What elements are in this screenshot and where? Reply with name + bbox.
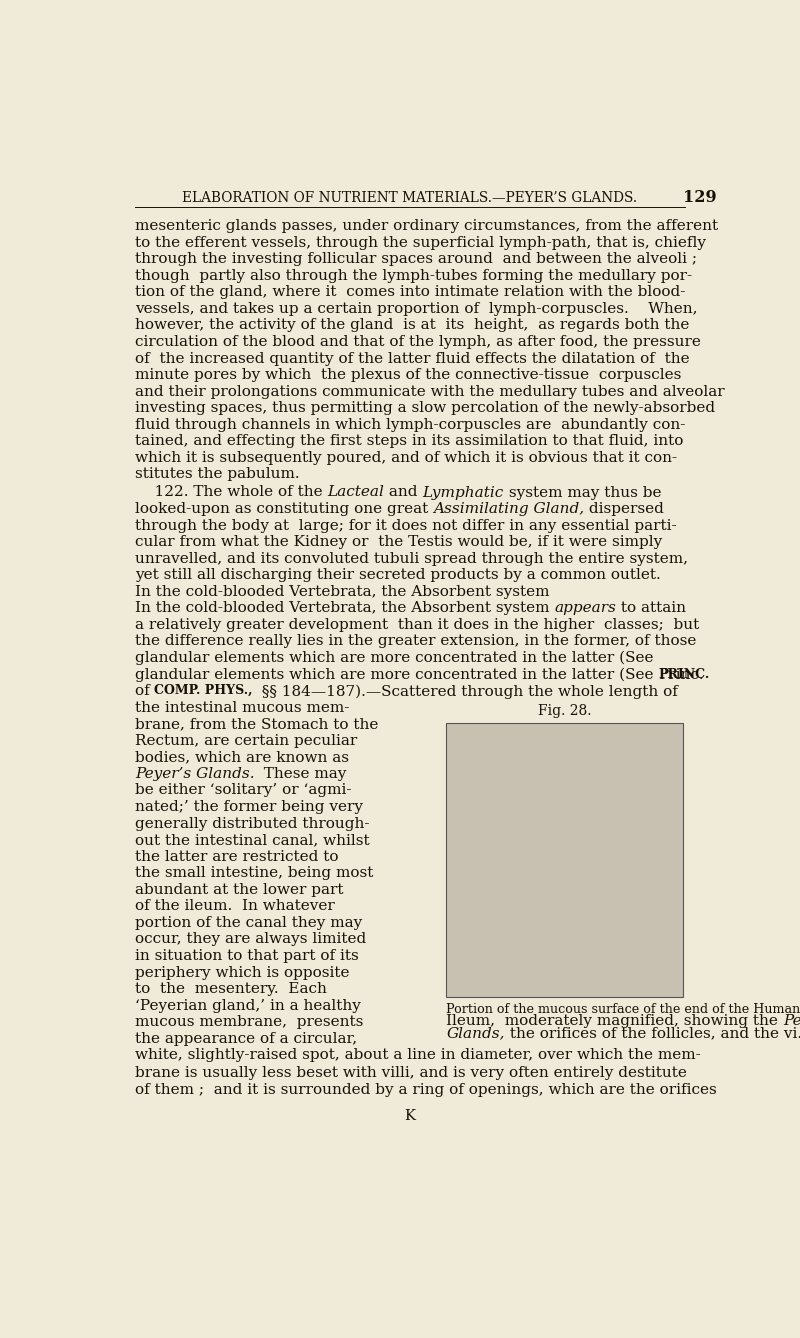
Text: and: and xyxy=(384,486,422,499)
Text: minute pores by which  the plexus of the connective-tissue  corpuscles: minute pores by which the plexus of the … xyxy=(135,368,682,383)
Text: Peyerian: Peyerian xyxy=(783,1014,800,1029)
Text: of  the increased quantity of the latter fluid effects the dilatation of  the: of the increased quantity of the latter … xyxy=(135,352,690,365)
Text: out the intestinal canal, whilst: out the intestinal canal, whilst xyxy=(135,834,370,847)
Text: generally distributed through-: generally distributed through- xyxy=(135,816,370,831)
Text: COMP. PHYS.,: COMP. PHYS., xyxy=(154,684,253,697)
Text: Lymphatic: Lymphatic xyxy=(422,486,504,499)
Text: be either ‘solitary’ or ‘agmi-: be either ‘solitary’ or ‘agmi- xyxy=(135,784,351,797)
Text: brane, from the Stomach to the: brane, from the Stomach to the xyxy=(135,717,378,732)
Text: bodies, which are known as: bodies, which are known as xyxy=(135,751,349,764)
Text: ELABORATION OF NUTRIENT MATERIALS.—PEYER’S GLANDS.: ELABORATION OF NUTRIENT MATERIALS.—PEYER… xyxy=(182,190,638,205)
Text: dispersed: dispersed xyxy=(584,502,664,516)
Text: Glands,: Glands, xyxy=(446,1026,505,1040)
Text: In the cold-blooded Vertebrata, the Absorbent system: In the cold-blooded Vertebrata, the Abso… xyxy=(135,585,554,599)
Text: occur, they are always limited: occur, they are always limited xyxy=(135,933,366,946)
Text: Peyer’s Glands.: Peyer’s Glands. xyxy=(135,767,254,781)
Text: §§ 184—187).—Scattered through the whole length of: §§ 184—187).—Scattered through the whole… xyxy=(258,684,678,698)
Text: Lacteal: Lacteal xyxy=(327,486,384,499)
Text: though  partly also through the lymph-tubes forming the medullary por-: though partly also through the lymph-tub… xyxy=(135,269,692,282)
Text: white, slightly-raised spot, about a line in diameter, over which the mem-: white, slightly-raised spot, about a lin… xyxy=(135,1049,701,1062)
Text: appears: appears xyxy=(554,601,616,615)
Text: K: K xyxy=(405,1109,415,1123)
Text: to attain: to attain xyxy=(616,601,686,615)
Text: in situation to that part of its: in situation to that part of its xyxy=(135,949,358,963)
Text: Fig. 28.: Fig. 28. xyxy=(538,704,591,717)
Text: through the body at  large; for it does not differ in any essential parti-: through the body at large; for it does n… xyxy=(135,519,677,533)
Text: Portion of the mucous surface of the end of the Human: Portion of the mucous surface of the end… xyxy=(446,1004,800,1016)
Text: PRINC.: PRINC. xyxy=(658,668,710,681)
Text: abundant at the lower part: abundant at the lower part xyxy=(135,883,343,896)
Text: the intestinal mucous mem-: the intestinal mucous mem- xyxy=(135,701,350,714)
Text: mucous membrane,  presents: mucous membrane, presents xyxy=(135,1016,363,1029)
Text: the appearance of a circular,: the appearance of a circular, xyxy=(135,1032,357,1046)
Text: unravelled, and its convoluted tubuli spread through the entire system,: unravelled, and its convoluted tubuli sp… xyxy=(135,551,688,566)
Text: cular from what the Kidney or  the Testis would be, if it were simply: cular from what the Kidney or the Testis… xyxy=(135,535,662,549)
Text: which it is subsequently poured, and of which it is obvious that it con-: which it is subsequently poured, and of … xyxy=(135,451,677,464)
Text: mesenteric glands passes, under ordinary circumstances, from the afferent: mesenteric glands passes, under ordinary… xyxy=(135,219,718,233)
Text: yet still all discharging their secreted products by a common outlet.: yet still all discharging their secreted… xyxy=(135,569,661,582)
Text: Assimilating Gland,: Assimilating Gland, xyxy=(433,502,584,516)
Text: system may thus be: system may thus be xyxy=(504,486,662,499)
Text: fluid through channels in which lymph-corpuscles are  abundantly con-: fluid through channels in which lymph-co… xyxy=(135,417,686,432)
Text: the small intestine, being most: the small intestine, being most xyxy=(135,866,374,880)
Text: to the efferent vessels, through the superficial lymph-path, that is, chiefly: to the efferent vessels, through the sup… xyxy=(135,235,706,250)
Text: brane is usually less beset with villi, and is very often entirely destitute: brane is usually less beset with villi, … xyxy=(135,1066,686,1081)
Text: and their prolongations communicate with the medullary tubes and alveolar: and their prolongations communicate with… xyxy=(135,384,725,399)
Text: the latter are restricted to: the latter are restricted to xyxy=(135,850,338,864)
Text: a relatively greater development  than it does in the higher  classes;  but: a relatively greater development than it… xyxy=(135,618,699,632)
Text: These may: These may xyxy=(254,767,347,781)
Text: portion of the canal they may: portion of the canal they may xyxy=(135,917,362,930)
Text: the orifices of the follicles, and the vi.li.: the orifices of the follicles, and the v… xyxy=(505,1026,800,1040)
Text: 129: 129 xyxy=(683,189,717,206)
Text: the difference really lies in the greater extension, in the former, of those: the difference really lies in the greate… xyxy=(135,634,696,649)
Text: In the cold-blooded Vertebrata, the Absorbent system: In the cold-blooded Vertebrata, the Abso… xyxy=(135,601,554,615)
Text: 122. The whole of the: 122. The whole of the xyxy=(135,486,327,499)
Text: to  the  mesentery.  Each: to the mesentery. Each xyxy=(135,982,326,997)
Text: Ileum,  moderately magnified, showing the: Ileum, moderately magnified, showing the xyxy=(446,1014,783,1029)
Text: looked-upon as constituting one great: looked-upon as constituting one great xyxy=(135,502,433,516)
Text: tion of the gland, where it  comes into intimate relation with the blood-: tion of the gland, where it comes into i… xyxy=(135,285,686,300)
Text: ‘Peyerian gland,’ in a healthy: ‘Peyerian gland,’ in a healthy xyxy=(135,998,361,1013)
Text: Rectum, are certain peculiar: Rectum, are certain peculiar xyxy=(135,733,357,748)
Text: nated;’ the former being very: nated;’ the former being very xyxy=(135,800,363,814)
Text: of: of xyxy=(135,684,154,698)
Text: glandular elements which are more concentrated in the latter (See: glandular elements which are more concen… xyxy=(135,652,658,665)
Bar xyxy=(446,724,682,997)
Text: Princ.: Princ. xyxy=(658,668,704,681)
Text: of the ileum.  In whatever: of the ileum. In whatever xyxy=(135,899,334,914)
Text: periphery which is opposite: periphery which is opposite xyxy=(135,966,350,979)
Text: vessels, and takes up a certain proportion of  lymph-corpuscles.    When,: vessels, and takes up a certain proporti… xyxy=(135,302,698,316)
Text: of them ;  and it is surrounded by a ring of openings, which are the orifices: of them ; and it is surrounded by a ring… xyxy=(135,1082,717,1097)
Text: tained, and effecting the first steps in its assimilation to that fluid, into: tained, and effecting the first steps in… xyxy=(135,435,683,448)
Text: glandular elements which are more concentrated in the latter (See: glandular elements which are more concen… xyxy=(135,668,658,682)
Text: however, the activity of the gland  is at  its  height,  as regards both the: however, the activity of the gland is at… xyxy=(135,318,690,332)
Text: stitutes the pabulum.: stitutes the pabulum. xyxy=(135,467,299,482)
Text: through the investing follicular spaces around  and between the alveoli ;: through the investing follicular spaces … xyxy=(135,252,697,266)
Text: investing spaces, thus permitting a slow percolation of the newly-absorbed: investing spaces, thus permitting a slow… xyxy=(135,401,715,415)
Text: circulation of the blood and that of the lymph, as after food, the pressure: circulation of the blood and that of the… xyxy=(135,334,701,349)
